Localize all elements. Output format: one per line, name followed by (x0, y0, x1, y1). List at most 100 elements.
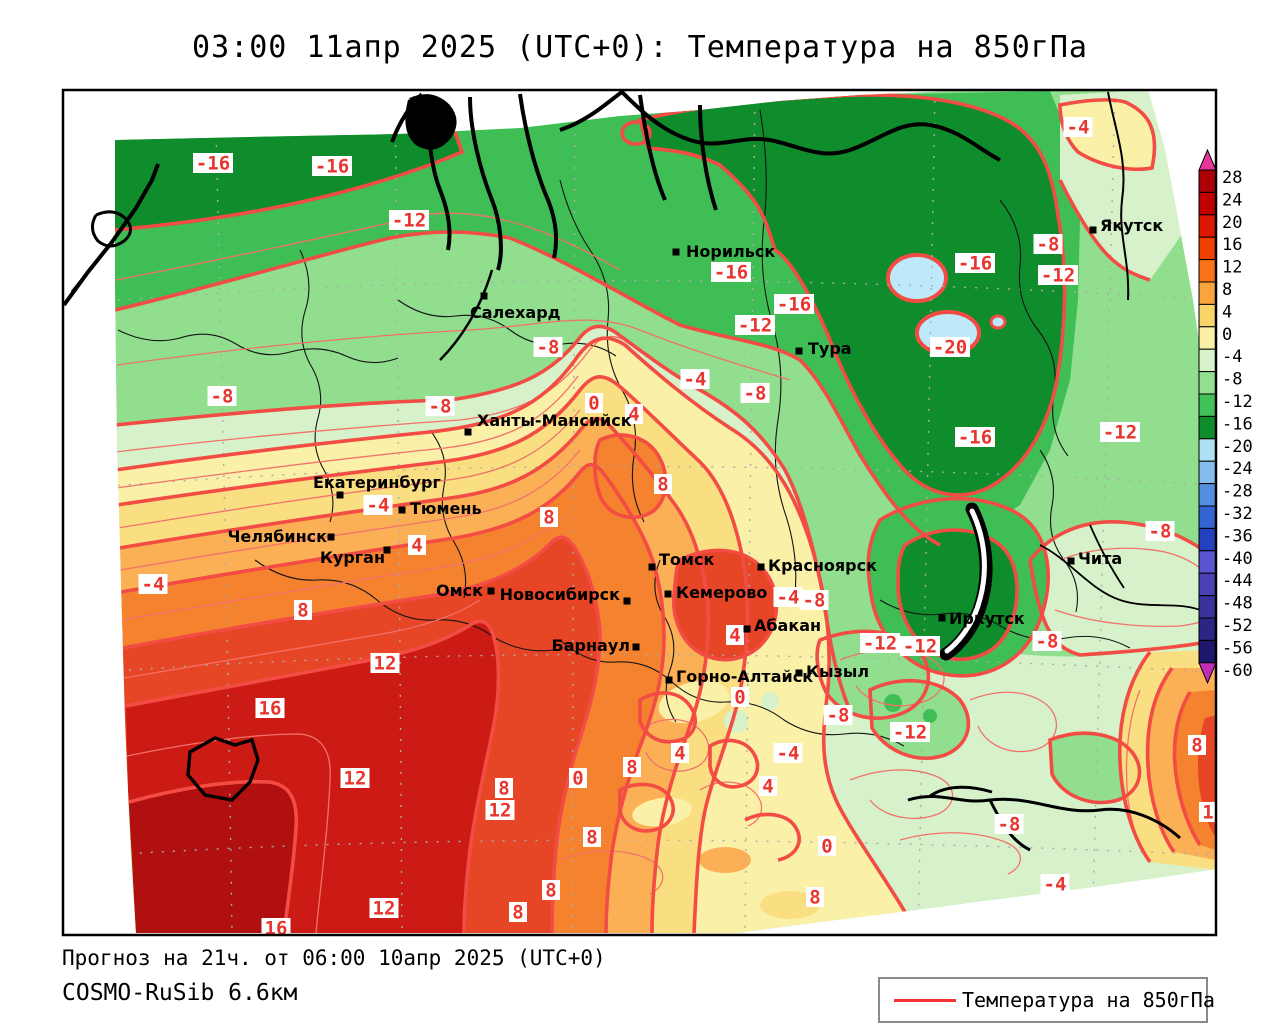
contour-label: 8 (542, 880, 560, 902)
contour-label-text: 8 (586, 827, 597, 849)
contour-label: -4 (1064, 117, 1093, 139)
contour-label: 8 (495, 778, 513, 800)
colorbar-segment (1199, 573, 1216, 595)
contour-label-text: 8 (657, 474, 668, 496)
contour-label: 12 (371, 653, 400, 675)
colorbar-label: -48 (1222, 594, 1253, 614)
contour-label: -8 (1146, 521, 1175, 543)
contour-label: -12 (389, 210, 429, 232)
city-label: Томск (659, 550, 714, 569)
contour-label-text: -8 (1036, 631, 1059, 653)
contour-label: -8 (426, 396, 455, 418)
contour-label-text: -8 (827, 705, 850, 727)
legend-label: Температура на 850гПа (962, 988, 1215, 1012)
city-Барнаул: Барнаул (552, 636, 640, 655)
colorbar-label: -32 (1222, 504, 1253, 524)
colorbar-over-triangle (1199, 150, 1216, 170)
colorbar-segment (1199, 215, 1216, 237)
city-Горно-Алтайск: Горно-Алтайск (666, 667, 814, 686)
contour-label-text: -8 (1037, 234, 1060, 256)
city-label: Омск (436, 581, 483, 600)
contour-label-text: -8 (211, 386, 234, 408)
contour-label: -16 (711, 262, 751, 284)
contour-label-text: 12 (489, 800, 512, 822)
contour-label-text: -16 (958, 427, 992, 449)
city-label: Абакан (754, 616, 821, 635)
city-label: Барнаул (552, 636, 630, 655)
contour-label-text: -8 (744, 383, 767, 405)
city-marker (624, 598, 631, 605)
contour-label-text: -16 (196, 153, 230, 175)
contour-label: -8 (800, 590, 829, 612)
city-Якутск: Якутск (1090, 216, 1164, 235)
contour-label-text: -20 (933, 337, 967, 359)
contour-label: -4 (364, 495, 393, 517)
contour-label-text: 8 (545, 880, 556, 902)
city-marker (1090, 227, 1097, 234)
contour-label-text: 8 (498, 778, 509, 800)
city-Иркутск: Иркутск (939, 609, 1025, 628)
contour-label: 8 (1188, 735, 1206, 757)
contour-label: 12 (486, 800, 515, 822)
contour-label: -16 (312, 156, 352, 178)
contour-label-text: -8 (429, 396, 452, 418)
city-label: Горно-Алтайск (676, 667, 813, 686)
contour-label-text: -12 (903, 636, 937, 658)
city-marker (796, 670, 803, 677)
colorbar-label: 24 (1222, 190, 1242, 210)
city-marker (337, 492, 344, 499)
colorbar-label: -56 (1222, 638, 1253, 658)
colorbar-segment (1199, 618, 1216, 640)
city-marker (488, 588, 495, 595)
contour-label-text: 12 (373, 898, 396, 920)
city-Тюмень: Тюмень (399, 499, 482, 518)
contour-label-text: 12 (374, 653, 397, 675)
contour-label-text: -4 (777, 587, 800, 609)
city-Абакан: Абакан (744, 616, 822, 635)
contour-label-text: 8 (809, 887, 820, 909)
contour-label-text: 8 (543, 507, 554, 529)
city-marker (633, 644, 640, 651)
city-marker (1068, 558, 1075, 565)
city-Новосибирск: Новосибирск (500, 585, 631, 605)
city-marker (665, 591, 672, 598)
contour-label-text: -4 (367, 495, 390, 517)
colorbar-label: -44 (1222, 571, 1253, 591)
contour-label: 16 (256, 698, 285, 720)
contour-label: -12 (860, 633, 900, 655)
colorbar-segment (1199, 304, 1216, 326)
colorbar-segment (1199, 506, 1216, 528)
contour-label: -8 (995, 814, 1024, 836)
colorbar-label: -36 (1222, 526, 1253, 546)
city-label: Иркутск (949, 609, 1025, 628)
contour-label-text: 0 (734, 687, 745, 709)
contour-label-text: 1 (1202, 802, 1213, 824)
contour-label-text: 8 (626, 757, 637, 779)
city-marker (758, 564, 765, 571)
colorbar-segment (1199, 394, 1216, 416)
colorbar-segment (1199, 596, 1216, 618)
city-Томск: Томск (649, 550, 715, 571)
contour-label-text: -12 (738, 315, 772, 337)
city-label: Чита (1078, 549, 1122, 568)
contour-label-text: -16 (958, 253, 992, 275)
contour-label: -4 (139, 574, 168, 596)
colorbar-segment (1199, 260, 1216, 282)
contour-label: -4 (681, 369, 710, 391)
contour-label: -16 (774, 294, 814, 316)
city-Норильск: Норильск (673, 242, 776, 261)
contour-label: 8 (509, 902, 527, 924)
colorbar-label: 0 (1222, 325, 1232, 345)
colorbar: 2824201612840-4-8-12-16-20-24-28-32-36-4… (1199, 150, 1253, 683)
contour-label-text: -8 (1149, 521, 1172, 543)
contour-label: -4 (774, 587, 803, 609)
city-marker (744, 626, 751, 633)
colorbar-label: -20 (1222, 437, 1253, 457)
contour-label: 8 (806, 887, 824, 909)
city-marker (673, 249, 680, 256)
contour-label: 4 (759, 776, 777, 798)
colorbar-segment (1199, 237, 1216, 259)
contour-label-text: -4 (1044, 874, 1067, 896)
legend-box: Температура на 850гПа (878, 977, 1208, 1023)
city-label: Салехард (470, 303, 561, 322)
